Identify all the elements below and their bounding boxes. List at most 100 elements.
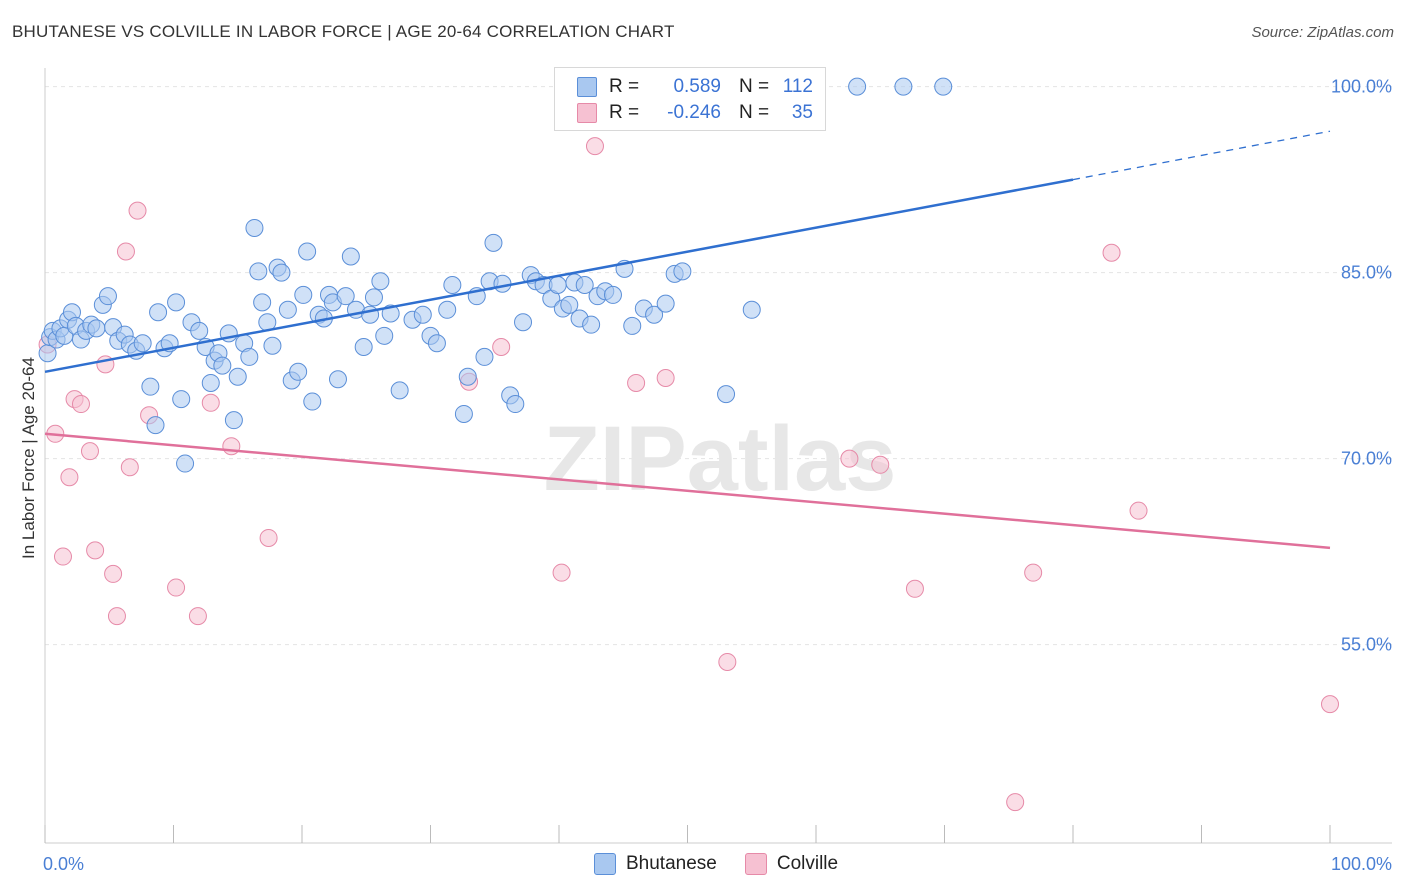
colville-point [1129,501,1148,520]
colville-point [201,393,220,412]
colville-point [492,338,511,356]
bhutanese-swatch [577,77,597,97]
n-value: 112 [782,76,813,97]
legend-label-bhutanese: Bhutanese [626,853,717,874]
y-tick-label: 85.0% [1341,263,1392,283]
r-value: -0.246 [667,102,721,123]
bhutanese-point [506,395,525,414]
bhutanese-point [133,334,152,353]
bhutanese-point [298,242,317,261]
bhutanese-point [894,77,913,96]
x-tick-label: 100.0% [1331,854,1392,874]
bhutanese-point [375,326,394,345]
stats-legend: R = 0.589 N = 112 R = -0.246 N = 35 [554,67,826,131]
x-tick-labels: 0.0% 100.0% [43,854,1392,874]
r-label: R = [609,102,640,123]
bhutanese-point [172,390,191,409]
colville-point [1024,563,1043,582]
bhutanese-point [87,319,106,338]
stats-row-colville: R = -0.246 N = 35 [577,101,813,125]
bhutanese-point [427,334,446,353]
bhutanese-point [141,377,160,396]
bhutanese-point [934,77,953,96]
y-tick-label: 55.0% [1341,635,1392,655]
bhutanese-point [656,294,675,313]
x-tick-label: 0.0% [43,854,84,874]
bhutanese-point [176,454,195,473]
n-label: N = [739,76,770,97]
bhutanese-point [742,300,761,319]
colville-point [1006,793,1025,812]
grid-lines [45,86,1392,646]
bhutanese-point [228,367,247,386]
colville-point [107,607,126,626]
y-tick-label: 70.0% [1341,449,1392,469]
bhutanese-point [848,77,867,96]
bhutanese-point [475,347,494,366]
bhutanese-point [149,303,168,322]
colville-point [86,541,105,560]
colville-point [128,201,147,220]
bhutanese-point [493,274,512,293]
bhutanese-trend-line [44,178,1074,374]
bhutanese-point [673,262,692,281]
bhutanese-point [560,295,579,314]
bhutanese-point [514,313,533,332]
bhutanese-point [438,300,457,319]
colville-point [1321,695,1339,714]
bhutanese-trend-extension [1072,130,1331,181]
bhutanese-point [263,336,282,355]
bhutanese-point [484,233,503,252]
colville-point [259,528,278,547]
colville-point [585,137,604,156]
bhutanese-point [413,305,432,324]
y-tick-label: 100.0% [1331,77,1392,97]
colville-trend-line [44,432,1331,550]
bhutanese-point [717,385,736,404]
series-legend: Bhutanese Colville [594,853,866,875]
bhutanese-point [245,218,264,237]
y-axis-label: In Labor Force | Age 20-64 [19,357,38,559]
bhutanese-point [454,404,473,423]
bhutanese-point [190,321,209,340]
bhutanese-point [253,293,272,312]
colville-point [104,564,123,583]
bhutanese-point [249,262,268,281]
chart-title: BHUTANESE VS COLVILLE IN LABOR FORCE | A… [12,22,675,41]
bhutanese-point [167,293,186,312]
bhutanese-point [364,288,383,307]
colville-point [167,578,186,597]
bhutanese-point [381,304,400,323]
n-label: N = [739,102,770,123]
legend-item-bhutanese: Bhutanese [594,853,717,875]
bhutanese-point [201,373,220,392]
colville-point [627,373,646,392]
bhutanese-point [272,263,291,282]
bhutanese-point [224,411,243,430]
bhutanese-point [98,287,117,306]
bhutanese-point [336,287,355,306]
colville-swatch [577,103,597,123]
colville-point [905,579,924,598]
bhutanese-point [303,392,322,411]
colville-point [552,563,571,582]
colville-point [1102,243,1121,262]
stats-row-bhutanese: R = 0.589 N = 112 [577,75,813,99]
r-label: R = [609,76,640,97]
bhutanese-point [603,285,622,304]
colville-point [718,652,737,671]
colville-legend-swatch [744,853,767,875]
trend-lines [44,130,1331,550]
colville-point [80,442,99,461]
bhutanese-point [341,247,360,266]
colville-point [656,369,675,387]
colville-point [60,468,79,487]
colville-point [53,547,72,566]
bhutanese-point [289,362,308,381]
bhutanese-point [240,347,259,366]
bhutanese-point [146,416,165,435]
bhutanese-point [575,276,594,294]
colville-point [188,607,207,626]
bhutanese-point [623,316,642,335]
